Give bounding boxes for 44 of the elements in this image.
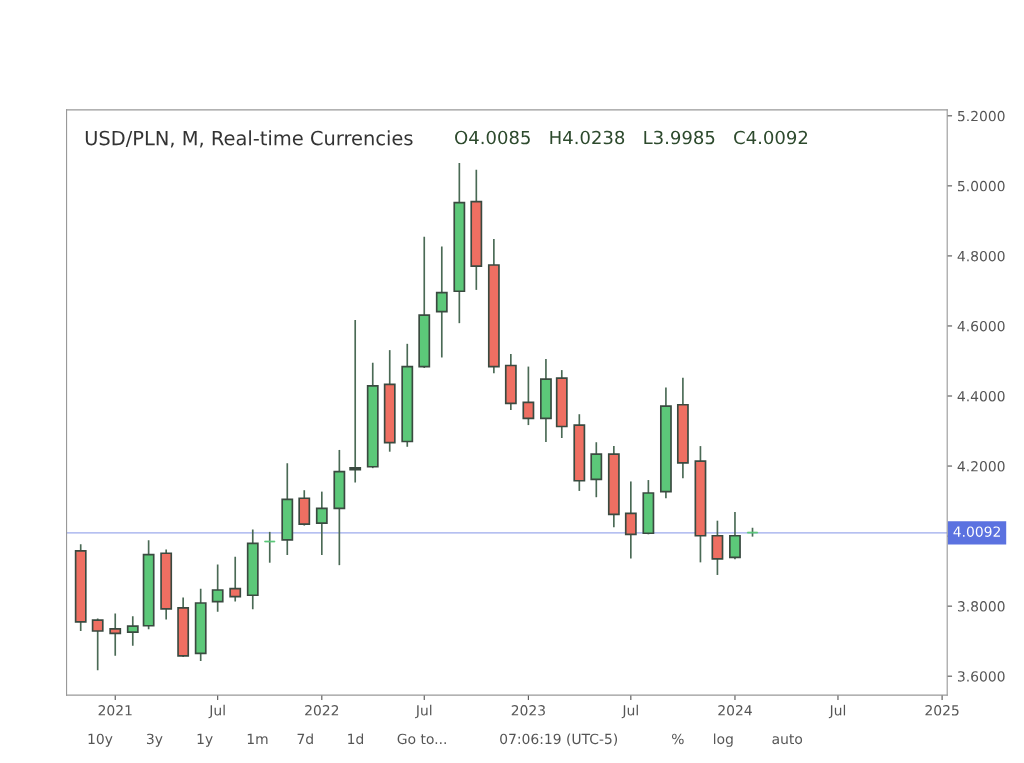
candlestick (211, 563, 224, 613)
candlestick (315, 490, 328, 556)
x-tick-label: 2021 (98, 705, 132, 716)
y-tick-label: 3.6000 (957, 671, 1005, 682)
candlestick (109, 612, 122, 657)
text: Go to... (397, 733, 446, 745)
x-tick-label: 2024 (718, 705, 752, 716)
text: 1y (197, 733, 213, 747)
text: 10y (88, 733, 113, 747)
text: % (672, 733, 684, 745)
y-tick-label: 4.2000 (957, 461, 1005, 472)
candlestick (126, 615, 139, 647)
text: USD/PLN, M, Real-time Currencies (85, 130, 413, 148)
candlestick (711, 519, 724, 576)
y-tick-label: 3.8000 (957, 601, 1005, 612)
text: 07:06:19 (UTC-5) (500, 733, 618, 746)
text: auto (772, 734, 803, 745)
candlestick (729, 511, 741, 561)
y-tick-label: 5.0000 (957, 180, 1005, 192)
ref-line-label: 4.0092 (953, 526, 1000, 537)
x-tick-label: 2023 (511, 705, 545, 716)
candlestick (349, 319, 362, 484)
text: 1m (247, 733, 268, 744)
candlestick (522, 365, 535, 426)
x-tick-label: 2022 (305, 705, 339, 716)
text: log (714, 733, 733, 747)
x-tick-label: Jul (208, 704, 225, 719)
text: 7d (297, 733, 313, 745)
y-tick-label: 4.8000 (957, 250, 1005, 262)
y-tick-label: 4.6000 (957, 320, 1005, 332)
y-tick-label: 5.2000 (957, 110, 1005, 122)
annotation: O4.0085 H4.0238 L3.9985 C4.0092 (455, 130, 808, 145)
candlestick (264, 531, 276, 564)
x-tick-label: Jul (621, 704, 638, 719)
text: 1d (348, 733, 364, 745)
x-tick-label: Jul (415, 704, 432, 719)
candlestick (435, 245, 448, 359)
candlestick (229, 555, 242, 603)
x-tick-label: Jul (828, 704, 846, 719)
x-tick-label: 2025 (925, 705, 959, 716)
text: 3y (146, 733, 163, 747)
y-tick-label: 4.4000 (957, 390, 1005, 402)
candlestick (624, 480, 637, 560)
candlestick (91, 617, 104, 672)
